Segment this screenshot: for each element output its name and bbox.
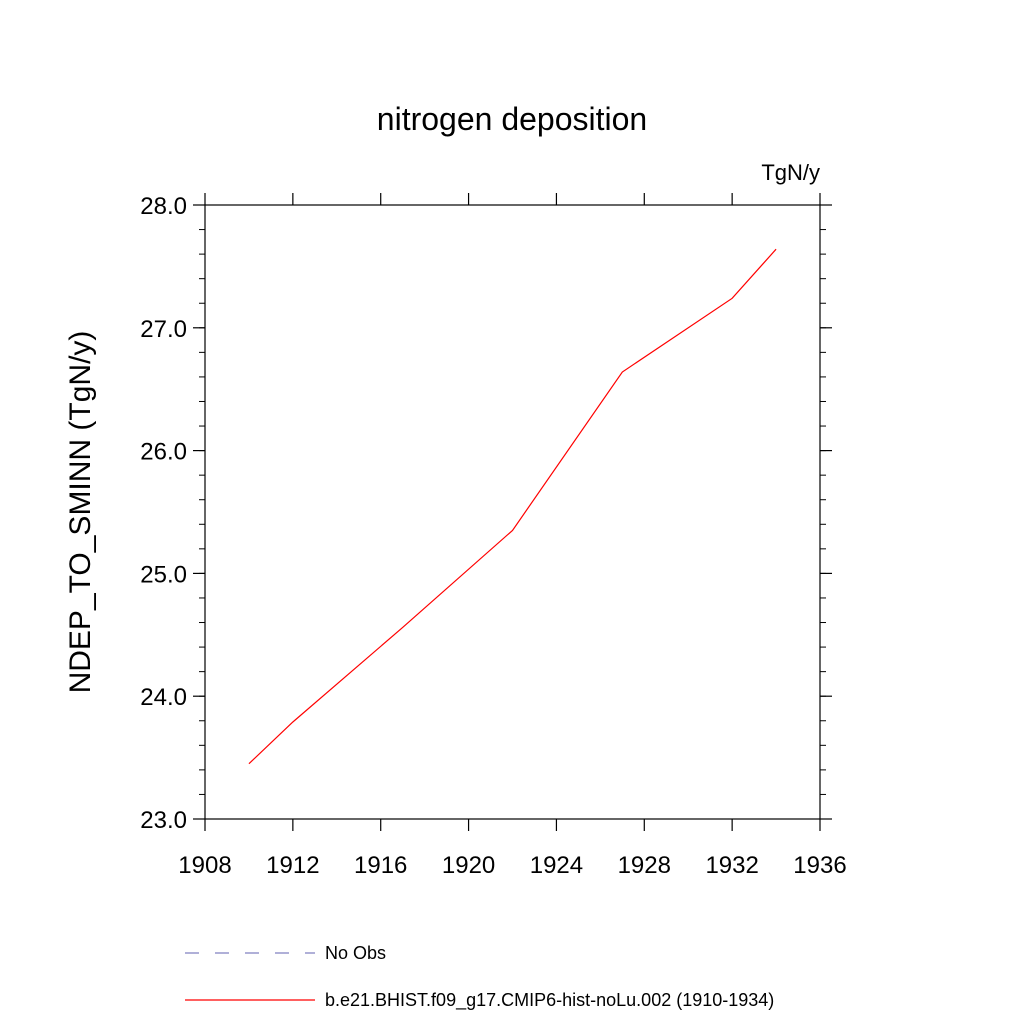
series-group xyxy=(248,248,777,765)
y-tick-label: 28.0 xyxy=(140,193,187,220)
legend-label-1: b.e21.BHIST.f09_g17.CMIP6-hist-noLu.002 … xyxy=(325,990,774,1011)
x-tick-label: 1932 xyxy=(705,852,758,879)
y-axis-label: NDEP_TO_SMINN (TgN/y) xyxy=(64,331,97,694)
x-tick-label: 1936 xyxy=(793,852,846,879)
x-tick-label: 1920 xyxy=(442,852,495,879)
series-line-1 xyxy=(248,248,777,765)
y-tick-label: 27.0 xyxy=(140,316,187,343)
legend: No Obs b.e21.BHIST.f09_g17.CMIP6-hist-noL… xyxy=(185,943,774,1011)
units-label: TgN/y xyxy=(761,160,820,185)
axis-ticks: 1908 1912 1916 1920 1924 1928 1932 1936 23.0 24.0… xyxy=(140,193,847,879)
y-tick-label: 24.0 xyxy=(140,684,187,711)
y-tick-label: 23.0 xyxy=(140,807,187,834)
x-tick-label: 1928 xyxy=(618,852,671,879)
x-tick-label: 1924 xyxy=(530,852,583,879)
x-tick-label: 1912 xyxy=(266,852,319,879)
y-tick-label: 26.0 xyxy=(140,439,187,466)
x-tick-label: 1916 xyxy=(354,852,407,879)
legend-label-0: No Obs xyxy=(325,943,386,963)
chart-title: nitrogen deposition xyxy=(377,101,647,137)
x-tick-label: 1908 xyxy=(178,852,231,879)
plot-frame xyxy=(204,204,821,820)
y-tick-label: 25.0 xyxy=(140,561,187,588)
